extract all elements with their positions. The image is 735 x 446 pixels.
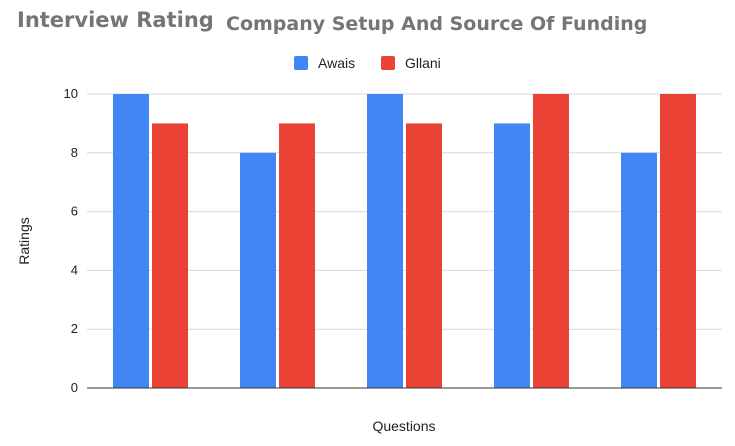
x-axis-title: Questions	[372, 418, 435, 434]
y-tick-label: 8	[71, 145, 78, 160]
y-tick-label: 2	[71, 321, 78, 336]
bars	[113, 94, 696, 389]
legend: Awais Gllani	[294, 55, 441, 71]
chart-left-title: Interview Rating	[17, 8, 214, 32]
bar-gllani-1	[152, 123, 188, 389]
gridlines	[87, 93, 722, 330]
y-tick-label: 6	[71, 204, 78, 219]
legend-swatch-gllani	[381, 56, 395, 70]
bar-awais-1	[113, 94, 149, 388]
y-tick-label: 0	[71, 380, 78, 395]
bar-gllani-3	[406, 123, 442, 389]
legend-label-awais: Awais	[318, 55, 355, 71]
chart-title: Company Setup And Source Of Funding	[226, 13, 648, 35]
legend-swatch-awais	[294, 56, 308, 70]
bar-gllani-4	[533, 94, 569, 388]
legend-label-gllani: Gllani	[405, 55, 441, 71]
bar-awais-5	[621, 152, 657, 388]
bar-gllani-5	[660, 94, 696, 388]
bar-awais-4	[494, 123, 530, 389]
bar-awais-3	[367, 94, 403, 388]
bar-gllani-2	[279, 123, 315, 389]
y-tick-label: 10	[64, 86, 78, 101]
y-axis-ticks: 0 2 4 6 8 10	[64, 86, 78, 395]
y-axis-title: Ratings	[16, 217, 32, 264]
bar-awais-2	[240, 152, 276, 388]
y-tick-label: 4	[71, 262, 78, 277]
